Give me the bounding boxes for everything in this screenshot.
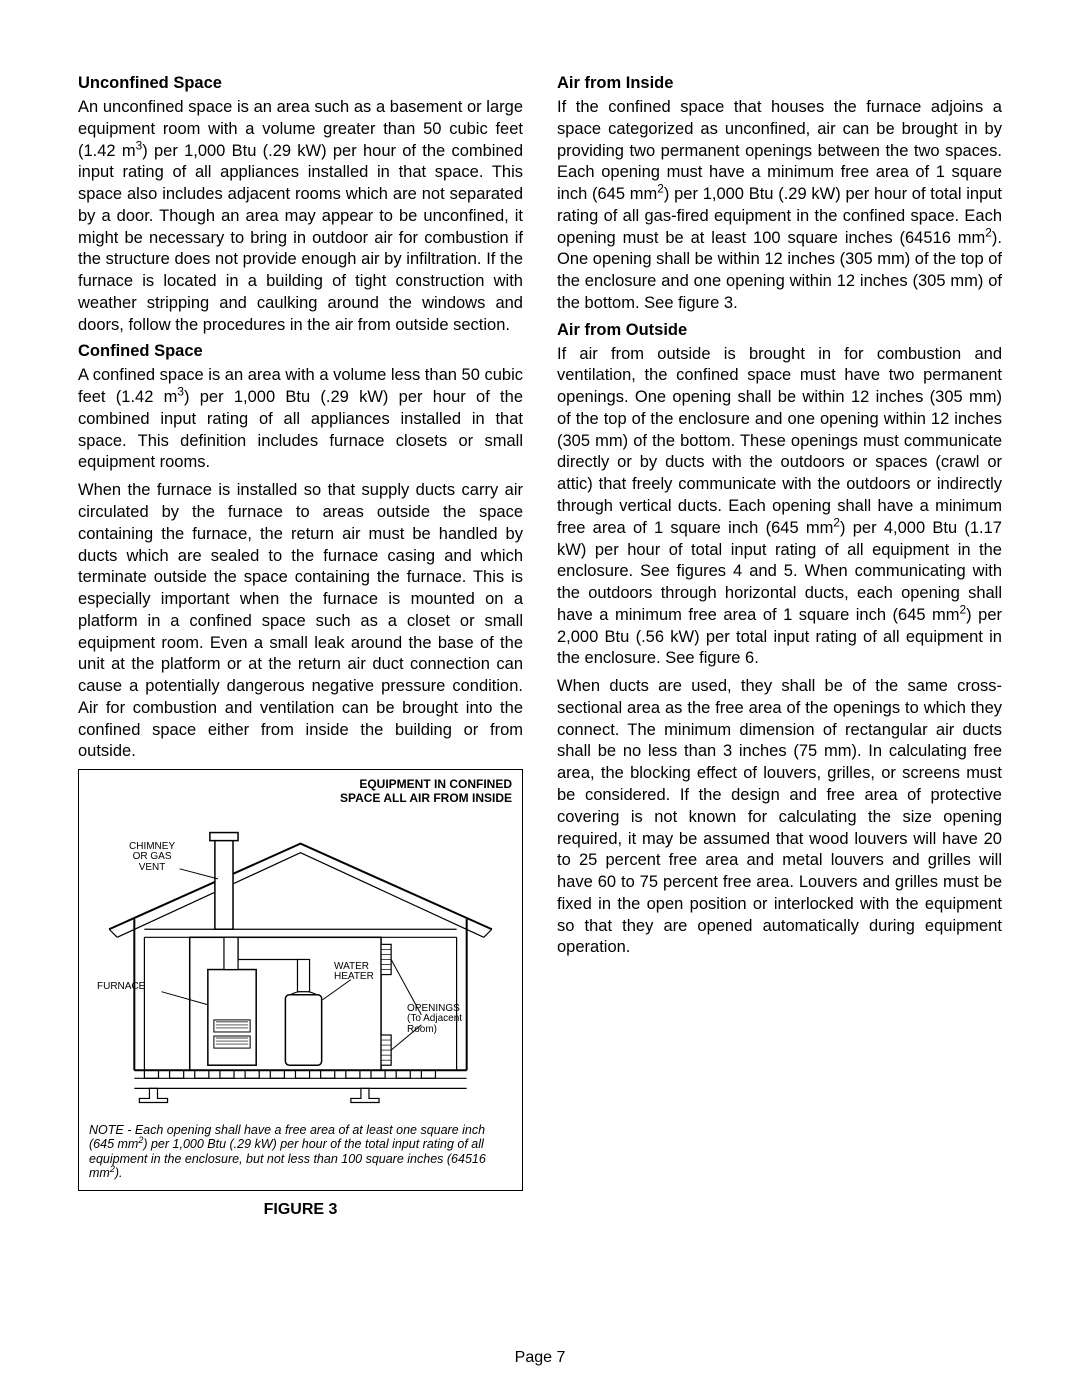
- heading-air-inside: Air from Inside: [557, 74, 1002, 93]
- figure-title: EQUIPMENT IN CONFINED SPACE ALL AIR FROM…: [89, 778, 512, 806]
- heading-confined: Confined Space: [78, 342, 523, 361]
- page-number: Page 7: [0, 1349, 1080, 1367]
- para-air-outside-2: When ducts are used, they shall be of th…: [557, 676, 1002, 959]
- label-water-heater: WATERHEATER: [334, 962, 374, 983]
- left-column: Unconfined Space An unconfined space is …: [78, 70, 523, 1219]
- heading-air-outside: Air from Outside: [557, 321, 1002, 340]
- para-unconfined: An unconfined space is an area such as a…: [78, 97, 523, 336]
- para-air-inside: If the confined space that houses the fu…: [557, 97, 1002, 315]
- label-chimney: CHIMNEYOR GASVENT: [129, 842, 175, 874]
- figure-title-line2: SPACE ALL AIR FROM INSIDE: [340, 791, 512, 805]
- para-air-outside-1: If air from outside is brought in for co…: [557, 344, 1002, 670]
- heading-unconfined: Unconfined Space: [78, 74, 523, 93]
- right-column: Air from Inside If the confined space th…: [557, 70, 1002, 1219]
- figure-3-box: EQUIPMENT IN CONFINED SPACE ALL AIR FROM…: [78, 769, 523, 1191]
- figure-title-line1: EQUIPMENT IN CONFINED: [359, 777, 512, 791]
- para-confined-2: When the furnace is installed so that su…: [78, 480, 523, 763]
- label-openings: OPENINGS(To AdjacentRoom): [407, 1004, 462, 1036]
- two-column-layout: Unconfined Space An unconfined space is …: [78, 70, 1002, 1219]
- figure-note: NOTE - Each opening shall have a free ar…: [89, 1123, 512, 1181]
- figure-3-diagram: CHIMNEYOR GASVENT FURNACE WATERHEATER OP…: [89, 812, 512, 1117]
- para-confined-1: A confined space is an area with a volum…: [78, 365, 523, 474]
- figure-caption: FIGURE 3: [78, 1201, 523, 1219]
- label-furnace: FURNACE: [97, 982, 145, 993]
